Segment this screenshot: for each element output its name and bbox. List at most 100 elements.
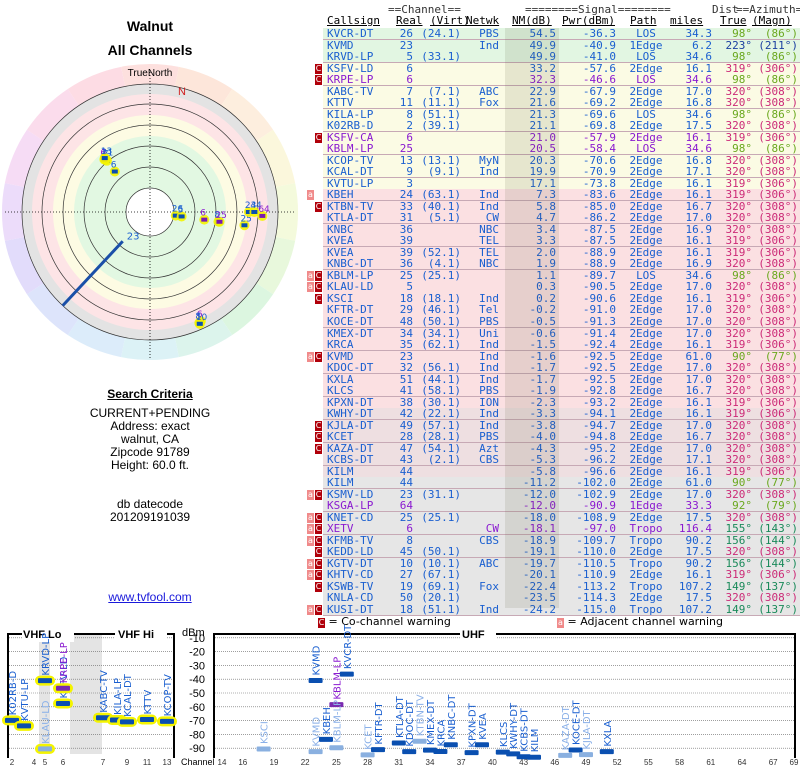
- table-row[interactable]: C KTBN-TV 33 (40.1) Ind 5.8 -85.0 2Edge 16.7 320°…: [300, 199, 800, 213]
- cell-real: 47: [399, 441, 413, 455]
- station-bar: [308, 749, 323, 755]
- cell-path: 2Edge: [629, 96, 663, 110]
- cell-path: 2Edge: [629, 545, 663, 559]
- table-row[interactable]: C KRPE-LP 6 32.3 -46.6 LOS 34.6 98° (86°): [300, 73, 800, 87]
- table-row[interactable]: a C KUSI-DT 18 (51.1) Ind -24.2 -115.0 Tropo 107.…: [300, 603, 800, 617]
- table-row[interactable]: C KAZA-DT 47 (54.1) Azt -4.3 -95.2 2Edge 17.0 320…: [300, 441, 800, 455]
- cell-nm: -0.5: [529, 315, 557, 328]
- station-bar: [256, 746, 271, 752]
- table-row[interactable]: KMEX-DT 34 (34.1) Uni -0.6 -91.4 2Edge 17.0 320°…: [300, 327, 800, 340]
- cell-real: 25: [399, 142, 413, 156]
- table-row[interactable]: KSGA-LP 64 -12.0 -90.9 1Edge 33.3 92° (79°): [300, 500, 800, 513]
- cell-true: 320°: [725, 199, 753, 213]
- cell-nm: -11.2: [522, 476, 556, 490]
- cell-callsign: KCET: [327, 430, 354, 444]
- cell-nm: 54.5: [529, 27, 557, 40]
- radar-point-label: 25: [215, 211, 226, 221]
- cell-true: 155°: [725, 522, 753, 536]
- station-bar-label: KJLA-DT: [582, 709, 593, 749]
- section-label: VHF Hi: [118, 629, 154, 641]
- table-row[interactable]: KFTR-DT 29 (46.1) Tel -0.2 -91.0 2Edge 17.0 320°…: [300, 303, 800, 317]
- cell-path: 2Edge: [629, 441, 663, 455]
- cell-nm: 1.9: [536, 257, 556, 271]
- table-row[interactable]: C KEDD-LD 45 (50.1) -19.1 -110.0 2Edge 17.5 320°…: [300, 545, 800, 559]
- cell-path: 2Edge: [629, 61, 663, 75]
- table-row[interactable]: a KBEH 24 (63.1) Ind 7.3 -83.6 2Edge 16.1 319° (30…: [300, 188, 800, 202]
- cell-pwr: -109.7: [576, 533, 616, 547]
- cell-path: Tropo: [629, 579, 663, 593]
- table-row[interactable]: C KSCI 18 (18.1) Ind 0.2 -90.6 2Edge 16.1 319° (30…: [300, 291, 800, 306]
- tvfool-link[interactable]: www.tvfool.com: [108, 590, 192, 604]
- x-tick-label: 40: [488, 758, 497, 767]
- cell-nm: -1.6: [529, 349, 557, 363]
- cell-nm: 1.1: [536, 268, 556, 282]
- table-row[interactable]: KILA-LP 8 (51.1) 21.3 -69.6 LOS 34.6 98° (86°): [300, 108, 800, 121]
- cell-nm: -1.5: [529, 338, 557, 352]
- cell-nm: 0.2: [536, 291, 556, 305]
- cell-magn: (306°): [758, 291, 798, 305]
- cell-netwk: Ind: [479, 603, 499, 616]
- cell-pwr: -88.9: [582, 257, 616, 271]
- cell-miles: 34.3: [685, 27, 713, 40]
- station-bar-label: KSCI: [260, 721, 271, 744]
- table-row[interactable]: KVMD 23 Ind 49.9 -40.9 1Edge 6.2 223° (211°): [300, 39, 800, 52]
- x-tick-label: 19: [270, 758, 279, 767]
- table-row[interactable]: KABC-TV 7 (7.1) ABC 22.9 -67.9 2Edge 17.0 320° (3…: [300, 84, 800, 98]
- station-bar-label: KRVD-LP: [41, 633, 52, 676]
- cell-pwr: -95.2: [582, 441, 616, 455]
- station-bar: [160, 718, 174, 724]
- cell-callsign: KPXN-DT: [327, 395, 374, 409]
- table-row[interactable]: KNBC 36 NBC 3.4 -87.5 2Edge 16.9 320° (308°): [300, 223, 800, 236]
- cell-miles: 16.1: [685, 407, 713, 421]
- table-row[interactable]: a C KSMV-LD 23 (31.1) -12.0 -102.9 2Edge 17.0 320…: [300, 488, 800, 501]
- cell-callsign: KNET-CD: [327, 510, 374, 524]
- table-row[interactable]: KRCA 35 (62.1) Ind -1.5 -92.4 2Edge 16.1 319° (30…: [300, 338, 800, 352]
- cell-magn: (306°): [758, 61, 798, 75]
- table-row[interactable]: KVEA 39 (52.1) TEL 2.0 -88.9 2Edge 16.1 319° (306…: [300, 246, 800, 259]
- cell-path: 2Edge: [629, 280, 663, 294]
- cell-virt: (50.1): [421, 545, 461, 559]
- co-channel-warning-icon: C: [315, 570, 322, 581]
- cell-pwr: -83.6: [582, 188, 616, 202]
- cell-nm: 4.7: [536, 211, 556, 225]
- cell-miles: 17.5: [685, 591, 713, 605]
- cell-magn: (86°): [764, 73, 798, 87]
- section-label-bg: [115, 628, 167, 642]
- adjacent-warning-icon: a: [307, 558, 314, 569]
- cell-nm: -4.0: [529, 430, 557, 444]
- channel-spectrum-chart: -10 -20-30 -40 -50 -60 -70-80 -90 dBm VHF Lo VHF …: [2, 624, 799, 767]
- table-row[interactable]: a C XETV 6 CW -18.1 -97.0 Tropo 116.4 155° (143°): [300, 522, 800, 536]
- cell-true: 320°: [725, 384, 753, 398]
- cell-true: 320°: [725, 119, 753, 133]
- cell-callsign: XETV: [327, 522, 354, 536]
- cell-path: 2Edge: [629, 303, 663, 317]
- search-criteria: Search Criteria CURRENT+PENDING Address:…: [0, 388, 300, 524]
- cell-miles: 16.1: [685, 234, 713, 248]
- x-tick-label: 64: [738, 758, 747, 767]
- cell-pwr: -110.5: [576, 556, 616, 570]
- cell-virt: (24.1): [421, 27, 461, 40]
- cell-magn: (308°): [758, 257, 798, 271]
- table-row[interactable]: KTTV 11 (11.1) Fox 21.6 -69.2 2Edge 16.8 320° (30…: [300, 96, 800, 110]
- cell-callsign: KNLA-CD: [327, 591, 374, 605]
- table-row[interactable]: KTLA-DT 31 (5.1) CW 4.7 -86.2 2Edge 17.0 320° (30…: [300, 211, 800, 225]
- table-row[interactable]: a C KLAU-LD 5 0.3 -90.5 2Edge 17.0 320° (308°): [300, 280, 800, 294]
- cell-path: 2Edge: [629, 407, 663, 421]
- cell-callsign: KSCI: [327, 291, 354, 305]
- cell-magn: (308°): [758, 165, 798, 179]
- cell-real: 48: [399, 315, 413, 328]
- radar-point-label: 10: [196, 313, 208, 323]
- column-header: Callsign: [327, 14, 380, 27]
- row-background: [323, 604, 800, 617]
- cell-true: 319°: [725, 291, 753, 305]
- cell-true: 90°: [732, 476, 752, 490]
- table-row[interactable]: KVTU-LP 3 17.1 -73.8 2Edge 16.1 319° (306°): [300, 177, 800, 190]
- cell-callsign: KBLM-LP: [327, 268, 374, 282]
- cell-pwr: -92.8: [582, 384, 616, 398]
- cell-netwk: PBS: [479, 315, 499, 328]
- table-row[interactable]: KNLA-CD 50 (20.1) -23.5 -114.3 2Edge 17.5 320° (…: [300, 591, 800, 605]
- table-row[interactable]: KVCR-DT 26 (24.1) PBS 54.5 -36.3 LOS 34.3 98° (86…: [300, 27, 800, 41]
- cell-magn: (308°): [758, 84, 798, 98]
- cell-path: 2Edge: [629, 119, 663, 133]
- station-bar: [402, 749, 417, 755]
